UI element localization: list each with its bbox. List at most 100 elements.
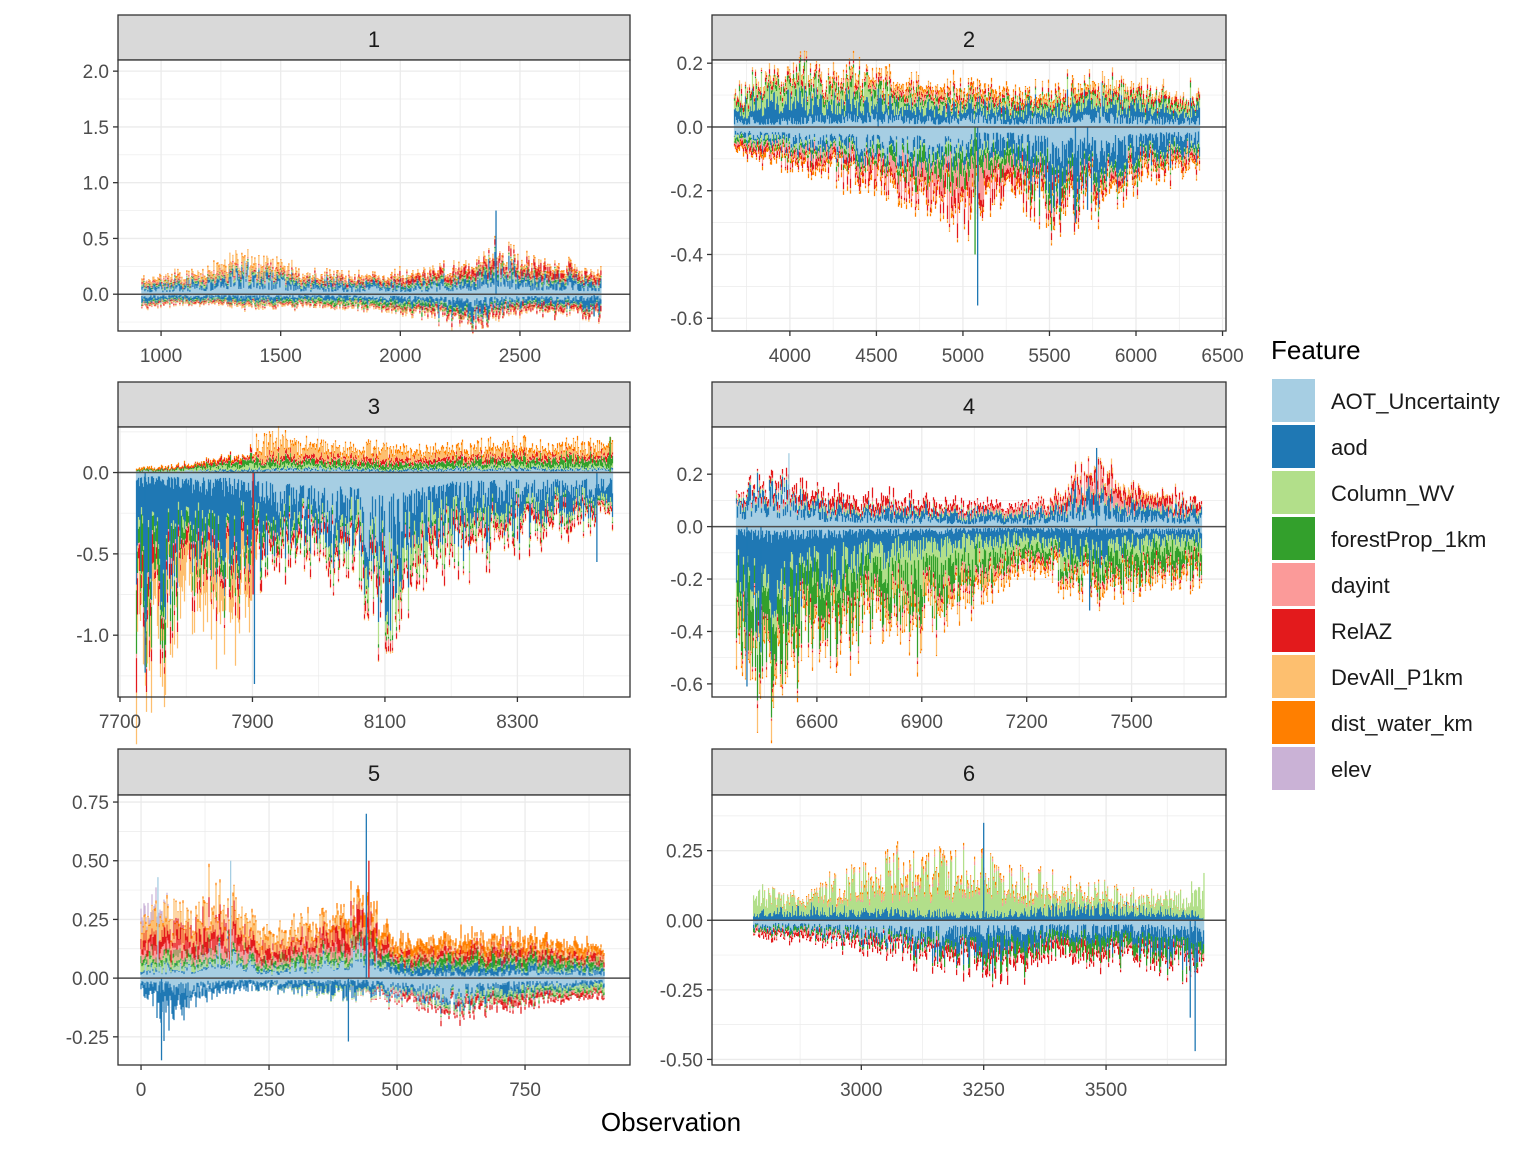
x-tick-label: 2000 <box>379 346 421 367</box>
x-tick-label: 6600 <box>796 712 838 733</box>
legend-key-dist_water_km <box>1272 701 1315 744</box>
facet-panel-6: 6 -0.50 -0.25 0.00 0.25 3000 3250 3500 <box>660 748 1227 1101</box>
y-tick-label: 0.25 <box>72 910 109 931</box>
x-tick-label: 7500 <box>1110 712 1152 733</box>
facet-panel-4: 4 -0.6 -0.4 -0.2 0.0 0.2 6600 6900 7200 7500 <box>670 381 1227 744</box>
series-forestProp_1km <box>735 538 1203 718</box>
x-tick-label: 7200 <box>1006 712 1048 733</box>
x-tick-label: 8300 <box>496 712 538 733</box>
panel-border <box>117 426 631 698</box>
facet-strip <box>711 748 1227 796</box>
legend-label: AOT_Uncertainty <box>1331 389 1500 414</box>
series-forestProp_1km <box>140 920 605 1018</box>
x-tick-label: 1000 <box>140 346 182 367</box>
facet-panel-2: 2 -0.6 -0.4 -0.2 0.0 0.2 4000 4500 5000 5500 6000 6… <box>670 14 1244 367</box>
legend-key-Column_WV <box>1272 471 1315 514</box>
y-tick-label: 0.0 <box>83 285 109 306</box>
x-tick-label: 7700 <box>99 712 141 733</box>
series-DevAll_P1km <box>135 426 614 745</box>
facet-strip <box>711 14 1227 61</box>
y-tick-label: 0.2 <box>677 54 703 75</box>
panel-border <box>117 59 631 332</box>
series-dayint <box>140 915 605 1021</box>
y-tick-label: -0.50 <box>660 1050 703 1071</box>
series-Column_WV <box>733 61 1201 217</box>
series-group <box>135 426 614 745</box>
series-dist_water_km <box>141 235 602 286</box>
x-tick-label: 4500 <box>855 346 897 367</box>
facet-strip <box>117 748 631 796</box>
y-tick-label: -1.0 <box>76 626 109 647</box>
y-tick-label: 2.0 <box>83 62 109 83</box>
legend-label: aod <box>1331 435 1368 460</box>
legend-key-elev <box>1272 747 1315 790</box>
series-RelAZ <box>752 928 1205 988</box>
legend-key-aod <box>1272 425 1315 468</box>
x-axis-label: Observation <box>601 1107 741 1137</box>
series-AOT_Uncertainty <box>141 266 602 308</box>
x-tick-label: 4000 <box>769 346 811 367</box>
panel-border <box>711 59 1227 332</box>
series-dist_water_km <box>140 863 605 963</box>
facet-strip-label: 6 <box>963 761 975 786</box>
series-Column_WV <box>735 471 1203 667</box>
y-tick-label: 0.00 <box>666 911 703 932</box>
y-tick-label: 1.0 <box>83 174 109 195</box>
series-DevAll_P1km <box>759 843 1193 911</box>
legend-key-forestProp_1km <box>1272 517 1315 560</box>
series-Column_WV <box>135 461 614 645</box>
y-tick-label: -0.6 <box>670 675 703 696</box>
series-aod <box>140 936 605 1041</box>
series-group <box>141 210 602 335</box>
panel-border <box>117 794 631 1066</box>
facet-panel-1: 1 0.0 0.5 1.0 1.5 2.0 1000 1500 2000 2500 <box>83 14 631 367</box>
x-tick-label: 7900 <box>231 712 273 733</box>
x-tick-label: 250 <box>253 1080 285 1101</box>
x-tick-label: 750 <box>509 1080 541 1101</box>
series-DevAll_P1km <box>140 867 605 965</box>
y-tick-label: 0.5 <box>83 229 109 250</box>
y-tick-label: 0.2 <box>677 465 703 486</box>
x-tick-label: 3000 <box>840 1080 882 1101</box>
x-tick-label: 6000 <box>1115 346 1157 367</box>
series-DevAll_P1km <box>735 456 1203 741</box>
y-tick-label: -0.25 <box>66 1028 109 1049</box>
panel-border <box>711 794 1227 1066</box>
legend-label: Column_WV <box>1331 481 1455 506</box>
series-dayint <box>735 461 1203 720</box>
series-group <box>733 50 1201 306</box>
y-tick-label: -0.6 <box>670 309 703 330</box>
series-AOT_Uncertainty <box>140 938 605 1007</box>
series-aod <box>735 472 1203 660</box>
series-Column_WV <box>752 849 1205 919</box>
series-dayint <box>752 846 1205 985</box>
x-tick-label: 1500 <box>260 346 302 367</box>
x-tick-label: 3250 <box>963 1080 1005 1101</box>
series-dist_water_km <box>733 50 1201 246</box>
x-tick-label: 2500 <box>499 346 541 367</box>
legend-label: dist_water_km <box>1331 711 1473 736</box>
y-tick-label: 0.75 <box>72 793 109 814</box>
series-DevAll_P1km <box>141 237 602 335</box>
x-tick-label: 6500 <box>1201 346 1243 367</box>
y-tick-label: 0.0 <box>677 118 703 139</box>
facet-strip-label: 2 <box>963 27 975 52</box>
y-tick-label: 0.25 <box>666 842 703 863</box>
series-aod <box>135 465 614 631</box>
y-tick-label: -0.25 <box>660 981 703 1002</box>
x-tick-label: 3500 <box>1085 1080 1127 1101</box>
legend-key-RelAZ <box>1272 609 1315 652</box>
series-group <box>752 822 1205 1052</box>
legend-key-dayint <box>1272 563 1315 606</box>
y-tick-label: -0.4 <box>670 622 703 643</box>
series-aod <box>141 251 602 325</box>
x-tick-label: 0 <box>136 1080 147 1101</box>
facet-strip <box>711 381 1227 428</box>
facet-strip-label: 1 <box>368 27 380 52</box>
series-forestProp_1km <box>135 450 614 668</box>
y-tick-label: -0.2 <box>670 570 703 591</box>
series-Column_WV <box>141 248 602 325</box>
